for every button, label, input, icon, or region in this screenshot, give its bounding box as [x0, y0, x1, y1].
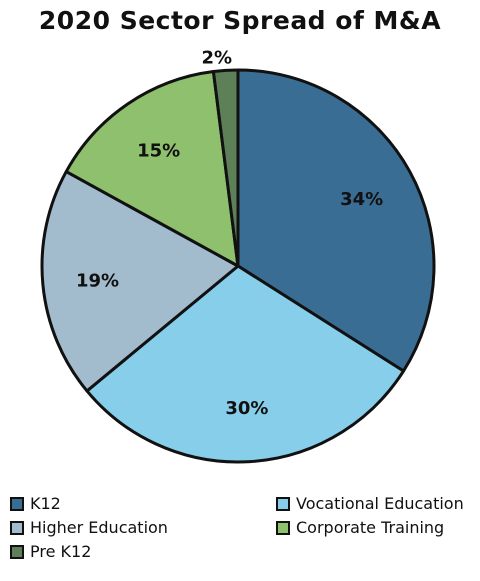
- pie-label-vocational-education: 30%: [225, 398, 268, 419]
- legend-swatch-k12: [10, 496, 24, 511]
- legend-swatch-corporate-training: [276, 520, 290, 535]
- legend-swatch-vocational-education: [276, 496, 290, 511]
- pie-label-corporate-training: 15%: [137, 140, 180, 161]
- pie-label-k12: 34%: [340, 189, 383, 210]
- chart-title: 2020 Sector Spread of M&A: [38, 6, 442, 35]
- pie-slice-pre-k12: [211, 68, 240, 268]
- legend-swatch-higher-education: [10, 520, 24, 535]
- legend-swatch-pre-k12: [10, 544, 24, 559]
- pie-slice-vocational-education: [85, 264, 405, 464]
- pie-label-higher-education: 19%: [76, 270, 119, 291]
- legend-label-higher-education: Higher Education: [30, 518, 168, 537]
- legend-label-corporate-training: Corporate Training: [296, 518, 445, 537]
- pie-slice-higher-education: [40, 170, 240, 393]
- legend-label-vocational-education: Vocational Education: [296, 494, 464, 513]
- legend-item-higher-education: Higher Education: [10, 518, 168, 537]
- legend-item-corporate-training: Corporate Training: [276, 518, 444, 537]
- legend-label-pre-k12: Pre K12: [30, 542, 92, 561]
- legend-label-k12: K12: [30, 494, 61, 513]
- legend-item-pre-k12: Pre K12: [10, 542, 91, 561]
- pie-label-pre-k12: 2%: [202, 47, 233, 68]
- pie-chart: 34% 30% 19% 15% 2%: [40, 47, 436, 464]
- pie-slice-corporate-training: [64, 70, 240, 268]
- legend-item-vocational-education: Vocational Education: [276, 494, 464, 513]
- legend-item-k12: K12: [10, 494, 61, 513]
